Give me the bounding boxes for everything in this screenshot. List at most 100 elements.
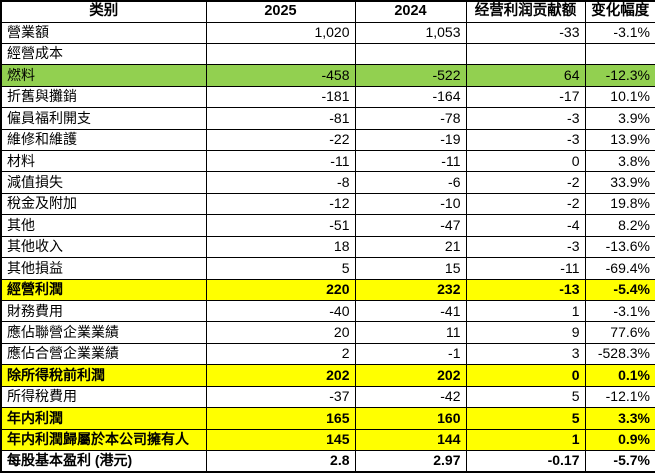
- value-cell[interactable]: 1: [465, 428, 586, 451]
- column-header[interactable]: 变化幅度: [584, 0, 655, 23]
- value-cell[interactable]: -3: [465, 128, 586, 152]
- row-label-cell[interactable]: 經營成本: [0, 42, 207, 66]
- value-cell[interactable]: -3.1%: [584, 299, 655, 323]
- value-cell[interactable]: 145: [205, 428, 356, 451]
- value-cell[interactable]: 3: [465, 342, 586, 366]
- value-cell[interactable]: -4: [465, 214, 586, 237]
- value-cell[interactable]: 18: [205, 235, 356, 259]
- value-cell[interactable]: -22: [205, 128, 356, 152]
- value-cell[interactable]: 5: [205, 257, 356, 280]
- value-cell[interactable]: 13.9%: [584, 128, 655, 152]
- value-cell[interactable]: -47: [354, 214, 467, 237]
- row-label-cell[interactable]: 除所得稅前利潤: [0, 364, 207, 387]
- value-cell[interactable]: 3.9%: [584, 107, 655, 130]
- value-cell[interactable]: -164: [354, 85, 467, 109]
- row-label-cell[interactable]: 其他: [0, 214, 207, 237]
- value-cell[interactable]: -81: [205, 107, 356, 130]
- row-label-cell[interactable]: 財務費用: [0, 299, 207, 323]
- value-cell[interactable]: -78: [354, 107, 467, 130]
- value-cell[interactable]: -13: [465, 278, 586, 301]
- value-cell[interactable]: -13.6%: [584, 235, 655, 259]
- value-cell[interactable]: 1: [465, 299, 586, 323]
- value-cell[interactable]: -11: [465, 257, 586, 280]
- value-cell[interactable]: 11: [354, 321, 467, 344]
- value-cell[interactable]: [205, 42, 356, 66]
- value-cell[interactable]: -5.7%: [584, 449, 655, 473]
- value-cell[interactable]: -37: [205, 385, 356, 409]
- value-cell[interactable]: -12: [205, 192, 356, 216]
- value-cell[interactable]: -42: [354, 385, 467, 409]
- row-label-cell[interactable]: 僱員福利開支: [0, 107, 207, 130]
- value-cell[interactable]: [465, 42, 586, 66]
- value-cell[interactable]: 144: [354, 428, 467, 451]
- value-cell[interactable]: -10: [354, 192, 467, 216]
- value-cell[interactable]: -522: [354, 64, 467, 87]
- value-cell[interactable]: 2: [205, 342, 356, 366]
- value-cell[interactable]: 0: [465, 364, 586, 387]
- value-cell[interactable]: -3: [465, 107, 586, 130]
- value-cell[interactable]: 9: [465, 321, 586, 344]
- row-label-cell[interactable]: 應佔合營企業業績: [0, 342, 207, 366]
- value-cell[interactable]: -33: [465, 21, 586, 44]
- row-label-cell[interactable]: 年内利潤歸屬於本公司擁有人: [0, 428, 207, 451]
- value-cell[interactable]: 5: [465, 385, 586, 409]
- value-cell[interactable]: 232: [354, 278, 467, 301]
- value-cell[interactable]: -528.3%: [584, 342, 655, 366]
- value-cell[interactable]: 64: [465, 64, 586, 87]
- value-cell[interactable]: 0: [465, 150, 586, 173]
- column-header[interactable]: 经营利润贡献额: [465, 0, 586, 23]
- value-cell[interactable]: 220: [205, 278, 356, 301]
- value-cell[interactable]: -12.3%: [584, 64, 655, 87]
- value-cell[interactable]: -2: [465, 192, 586, 216]
- value-cell[interactable]: [354, 42, 467, 66]
- row-label-cell[interactable]: 其他損益: [0, 257, 207, 280]
- value-cell[interactable]: -19: [354, 128, 467, 152]
- value-cell[interactable]: -2: [465, 171, 586, 194]
- row-label-cell[interactable]: 營業額: [0, 21, 207, 44]
- value-cell[interactable]: 20: [205, 321, 356, 344]
- row-label-cell[interactable]: 其他收入: [0, 235, 207, 259]
- value-cell[interactable]: 77.6%: [584, 321, 655, 344]
- row-label-cell[interactable]: 減值損失: [0, 171, 207, 194]
- value-cell[interactable]: 2.97: [354, 449, 467, 473]
- value-cell[interactable]: -8: [205, 171, 356, 194]
- value-cell[interactable]: -458: [205, 64, 356, 87]
- value-cell[interactable]: 0.9%: [584, 428, 655, 451]
- row-label-cell[interactable]: 所得稅費用: [0, 385, 207, 409]
- row-label-cell[interactable]: 維修和維護: [0, 128, 207, 152]
- value-cell[interactable]: -3: [465, 235, 586, 259]
- value-cell[interactable]: 1,053: [354, 21, 467, 44]
- value-cell[interactable]: 2.8: [205, 449, 356, 473]
- column-header[interactable]: 2025: [205, 0, 356, 23]
- value-cell[interactable]: -0.17: [465, 449, 586, 473]
- value-cell[interactable]: -5.4%: [584, 278, 655, 301]
- row-label-cell[interactable]: 材料: [0, 150, 207, 173]
- value-cell[interactable]: -17: [465, 85, 586, 109]
- value-cell[interactable]: -11: [205, 150, 356, 173]
- value-cell[interactable]: 21: [354, 235, 467, 259]
- value-cell[interactable]: -51: [205, 214, 356, 237]
- row-label-cell[interactable]: 折舊與攤銷: [0, 85, 207, 109]
- value-cell[interactable]: -181: [205, 85, 356, 109]
- row-label-cell[interactable]: 每股基本盈利 (港元): [0, 449, 207, 473]
- value-cell[interactable]: -3.1%: [584, 21, 655, 44]
- value-cell[interactable]: 10.1%: [584, 85, 655, 109]
- value-cell[interactable]: -12.1%: [584, 385, 655, 409]
- value-cell[interactable]: [584, 42, 655, 66]
- value-cell[interactable]: 19.8%: [584, 192, 655, 216]
- value-cell[interactable]: 202: [205, 364, 356, 387]
- value-cell[interactable]: -6: [354, 171, 467, 194]
- value-cell[interactable]: -40: [205, 299, 356, 323]
- value-cell[interactable]: -11: [354, 150, 467, 173]
- value-cell[interactable]: -1: [354, 342, 467, 366]
- value-cell[interactable]: 3.8%: [584, 150, 655, 173]
- value-cell[interactable]: 165: [205, 407, 356, 430]
- value-cell[interactable]: 160: [354, 407, 467, 430]
- value-cell[interactable]: -69.4%: [584, 257, 655, 280]
- column-header[interactable]: 2024: [354, 0, 467, 23]
- value-cell[interactable]: 8.2%: [584, 214, 655, 237]
- row-label-cell[interactable]: 稅金及附加: [0, 192, 207, 216]
- row-label-cell[interactable]: 年内利潤: [0, 407, 207, 430]
- value-cell[interactable]: 15: [354, 257, 467, 280]
- value-cell[interactable]: -41: [354, 299, 467, 323]
